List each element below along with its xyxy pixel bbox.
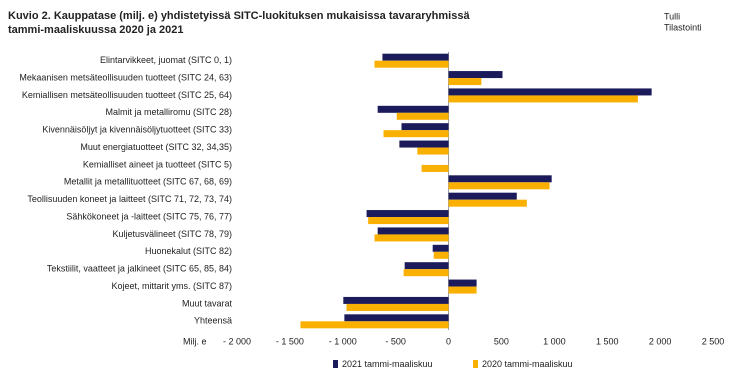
y-tick-label: Kemialliset aineet ja tuotteet (SITC 5) [83,159,232,169]
bar [448,286,477,294]
bar [382,53,449,61]
bar [300,321,449,329]
x-tick-label: 2 000 [649,336,672,346]
x-tick-label: 2 500 [702,336,725,346]
legend-label: 2021 tammi-maaliskuu [342,359,433,369]
x-tick-label: - 2 000 [223,336,251,346]
legend-swatch [473,360,478,368]
bar [377,227,449,235]
bar [374,234,449,242]
bar [383,130,449,138]
y-tick-label: Kojeet, mittarit yms. (SITC 87) [111,281,232,291]
y-tick-label: Huonekalut (SITC 82) [145,246,232,256]
chart-title: tammi-maaliskuussa 2020 ja 2021 [8,24,184,36]
x-tick-label: 500 [494,336,509,346]
bar [343,296,449,304]
y-tick-label: Mekaanisen metsäteollisuuden tuotteet (S… [19,72,232,82]
x-tick-label: - 500 [385,336,406,346]
bar [448,192,517,200]
y-tick-label: Kuljetusvälineet (SITC 78, 79) [112,229,232,239]
bar [346,303,449,311]
bar [432,244,449,252]
y-tick-label: Teollisuuden koneet ja laitteet (SITC 71… [27,194,232,204]
bar [421,164,449,172]
bar [344,314,449,322]
bar [366,210,449,218]
bar [368,217,449,225]
bar [403,269,449,277]
legend-label: 2020 tammi-maaliskuu [482,359,573,369]
bar [448,199,527,207]
y-tick-label: Kivennäisöljyt ja kivennäisöljytuotteet … [42,125,232,135]
legend-swatch [333,360,338,368]
source: Tulli [664,11,680,21]
chart-title: Kuvio 2. Kauppatase (milj. e) yhdistetyi… [8,10,470,22]
y-tick-label: Kemiallisen metsäteollisuuden tuotteet (… [22,90,232,100]
bar [448,71,503,79]
x-tick-label: 0 [446,336,451,346]
y-tick-label: Muut energiatuotteet (SITC 32, 34,35) [80,142,232,152]
y-tick-label: Muut tavarat [182,298,233,308]
y-tick-label: Sähkökoneet ja -laitteet (SITC 75, 76, 7… [66,211,232,221]
x-tick-label: 1 000 [543,336,566,346]
bar [448,78,482,86]
bar [433,251,449,259]
bar [448,175,552,183]
y-tick-label: Elintarvikkeet, juomat (SITC 0, 1) [100,55,232,65]
x-axis-label: Milj. e [183,336,207,346]
bar [404,262,449,270]
bar [417,147,449,155]
y-tick-label: Yhteensä [194,316,232,326]
y-tick-label: Metallit ja metallituotteet (SITC 67, 68… [64,177,232,187]
source: Tilastointi [664,22,702,32]
bar [448,88,652,96]
bar [396,112,449,120]
bar [374,60,449,68]
bar [399,140,449,148]
bar [377,105,449,113]
x-tick-label: 1 500 [596,336,619,346]
bar [448,279,477,287]
bar [448,95,638,103]
bar [448,182,550,190]
bar [401,123,449,131]
x-tick-label: - 1 500 [276,336,304,346]
x-tick-label: - 1 000 [329,336,357,346]
y-tick-label: Malmit ja metalliromu (SITC 28) [105,107,232,117]
y-tick-label: Tekstiilit, vaatteet ja jalkineet (SITC … [47,264,232,274]
